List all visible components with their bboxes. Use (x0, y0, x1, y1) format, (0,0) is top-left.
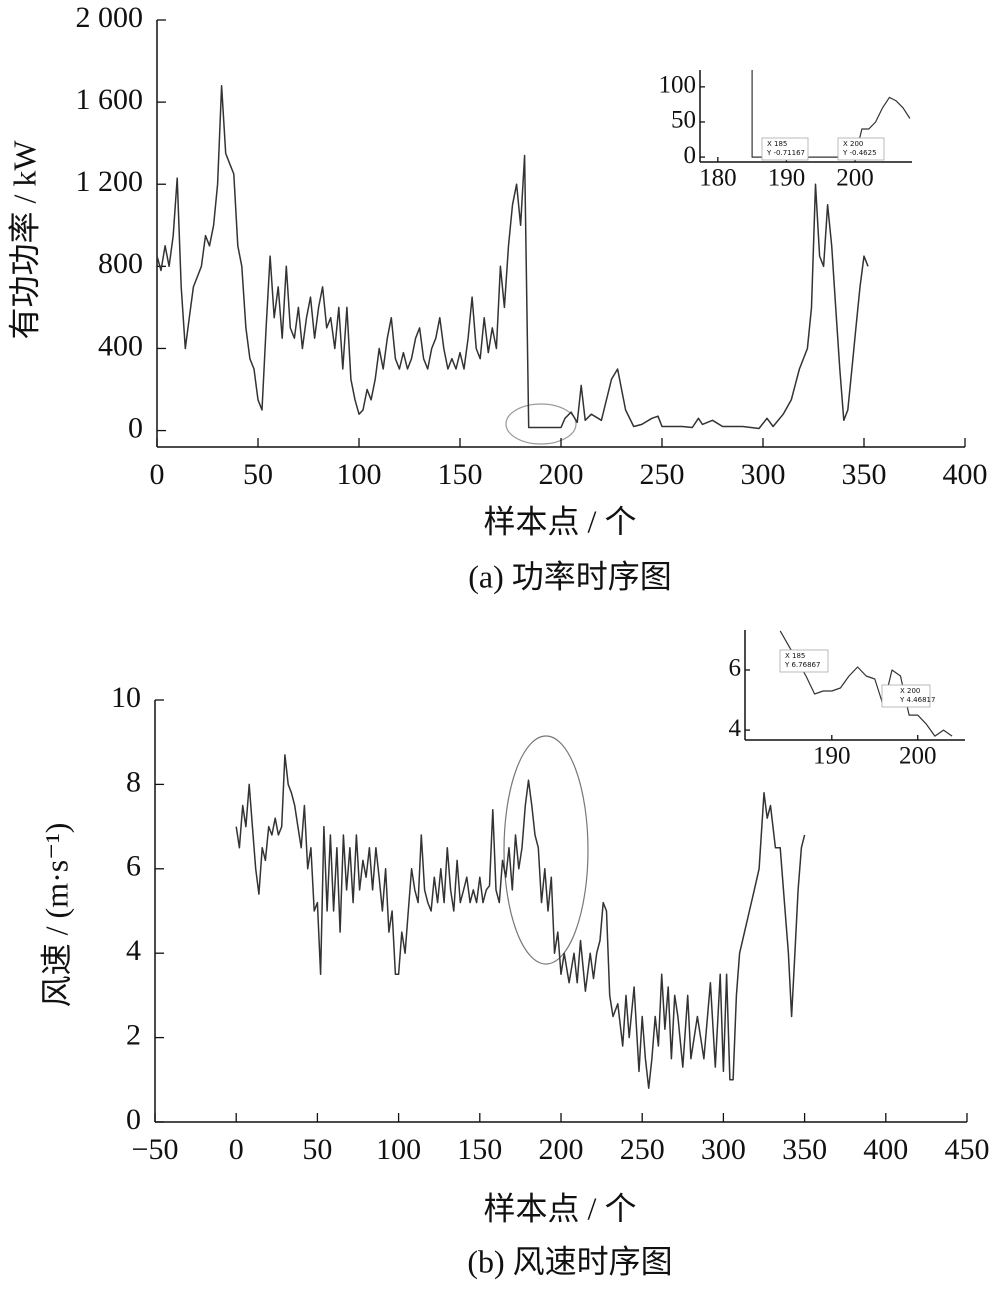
caption: (a) 功率时序图 (468, 558, 672, 594)
x-tick-label: 50 (243, 458, 273, 491)
datatip-text: X 185 (785, 652, 805, 660)
x-tick-label: 400 (943, 458, 988, 491)
datatip-text: X 185 (767, 140, 787, 148)
y-tick-label: 10 (111, 681, 141, 714)
x-tick-label: 180 (699, 165, 737, 192)
datatip-text: Y 6.76867 (784, 661, 820, 669)
x-tick-label: 190 (768, 165, 806, 192)
x-tick-label: 450 (945, 1133, 990, 1166)
y-tick-label: 0 (684, 142, 697, 169)
x-tick-label: 400 (863, 1133, 908, 1166)
y-axis-label: 有功功率 / kW (6, 140, 42, 340)
datatip-text: Y -0.4625 (842, 149, 877, 157)
x-tick-label: 350 (782, 1133, 827, 1166)
y-tick-label: 2 000 (76, 1, 144, 34)
datatip-text: Y -0.71167 (766, 149, 805, 157)
y-tick-label: 8 (126, 765, 141, 798)
datatip-box (779, 649, 829, 673)
x-tick-label: 100 (337, 458, 382, 491)
x-tick-label: 0 (229, 1133, 244, 1166)
x-tick-label: 190 (813, 743, 851, 770)
y-tick-label: 50 (671, 107, 696, 134)
x-tick-label: 150 (438, 458, 483, 491)
highlight-ellipse (505, 403, 577, 445)
y-tick-label: 6 (729, 655, 742, 682)
datatip-box (881, 684, 931, 708)
datatip-text: Y 4.46817 (899, 696, 935, 704)
datatip-box (837, 137, 885, 161)
data-line (156, 84, 869, 430)
x-tick-label: 300 (741, 458, 786, 491)
x-tick-label: 100 (376, 1133, 421, 1166)
y-tick-label: 0 (128, 411, 143, 444)
y-tick-label: 100 (659, 72, 697, 99)
datatip-box (761, 137, 809, 161)
y-tick-label: 4 (729, 715, 742, 742)
x-tick-label: 250 (640, 458, 685, 491)
y-tick-label: 1 600 (76, 83, 144, 116)
x-tick-label: 200 (836, 165, 874, 192)
y-tick-label: 2 (126, 1018, 141, 1051)
data-line (235, 754, 806, 1089)
y-tick-label: 400 (98, 329, 143, 362)
x-tick-label: 0 (150, 458, 165, 491)
highlight-ellipse (503, 735, 589, 965)
x-axis-label: 样本点 / 个 (484, 503, 637, 539)
caption: (b) 风速时序图 (467, 1243, 672, 1279)
x-tick-label: 50 (302, 1133, 332, 1166)
x-tick-label: 350 (842, 458, 887, 491)
x-tick-label: 200 (899, 743, 937, 770)
y-tick-label: 800 (98, 247, 143, 280)
y-tick-label: 1 200 (76, 165, 144, 198)
y-tick-label: 0 (126, 1103, 141, 1136)
x-tick-label: −50 (132, 1133, 179, 1166)
x-tick-label: 150 (457, 1133, 502, 1166)
y-tick-label: 6 (126, 850, 141, 883)
x-tick-label: 250 (620, 1133, 665, 1166)
y-axis-label: 风速 / (m·s⁻¹) (38, 823, 74, 1008)
data-line (779, 630, 953, 737)
datatip-text: X 200 (900, 687, 920, 695)
x-tick-label: 200 (539, 1133, 584, 1166)
x-axis-label: 样本点 / 个 (484, 1190, 637, 1226)
datatip-text: X 200 (843, 140, 863, 148)
x-tick-label: 200 (539, 458, 584, 491)
y-tick-label: 4 (126, 934, 141, 967)
x-tick-label: 300 (701, 1133, 746, 1166)
